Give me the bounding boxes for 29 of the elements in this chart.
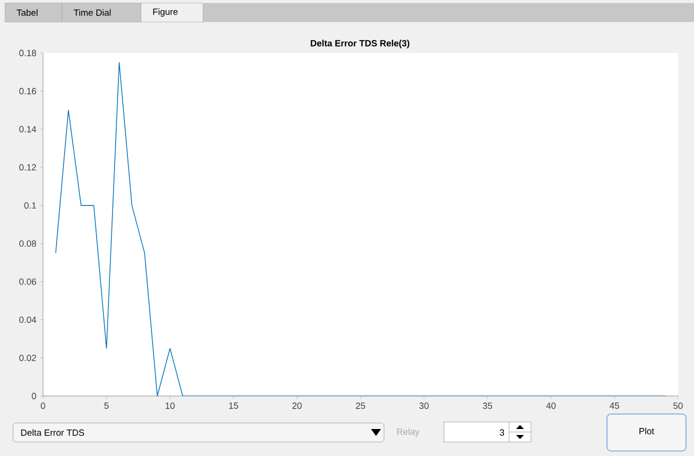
text: Delta Error TDS <box>21 429 84 436</box>
y-tick-label: 0.16 <box>19 88 36 94</box>
chart-title: Delta Error TDS Rele(3) <box>310 40 410 48</box>
x-tick-label: 40 <box>546 402 556 409</box>
x-tick-label: 15 <box>229 402 238 409</box>
y-tick-label: 0.14 <box>19 126 36 132</box>
y-tick-label: 0.12 <box>19 164 36 171</box>
y-tick-label: 0.1 <box>24 202 36 209</box>
text: 3 <box>500 429 504 436</box>
y-tick-label: 0.02 <box>19 354 36 362</box>
x-tick-label: 50 <box>673 402 683 409</box>
y-tick-label: 0.18 <box>19 50 36 56</box>
x-tick-label: 35 <box>482 402 492 409</box>
text: Time Dial <box>74 9 111 16</box>
x-tick-label: 25 <box>356 402 366 409</box>
y-tick-label: 0 <box>32 392 36 400</box>
y-tick-label: 0.06 <box>19 278 36 285</box>
text: Plot <box>639 428 654 434</box>
x-tick-label: 30 <box>419 402 429 409</box>
y-tick-label: 0.08 <box>19 240 36 247</box>
text: Relay <box>397 428 420 437</box>
x-tick-label: 0 <box>40 402 46 409</box>
x-tick-label: 45 <box>610 402 620 409</box>
text: Tabel <box>16 9 38 16</box>
y-tick-label: 0.04 <box>19 316 36 323</box>
x-tick-label: 20 <box>292 402 302 409</box>
text: Figure <box>153 8 178 17</box>
x-tick-label: 5 <box>104 402 109 409</box>
x-tick-label: 10 <box>166 402 175 409</box>
